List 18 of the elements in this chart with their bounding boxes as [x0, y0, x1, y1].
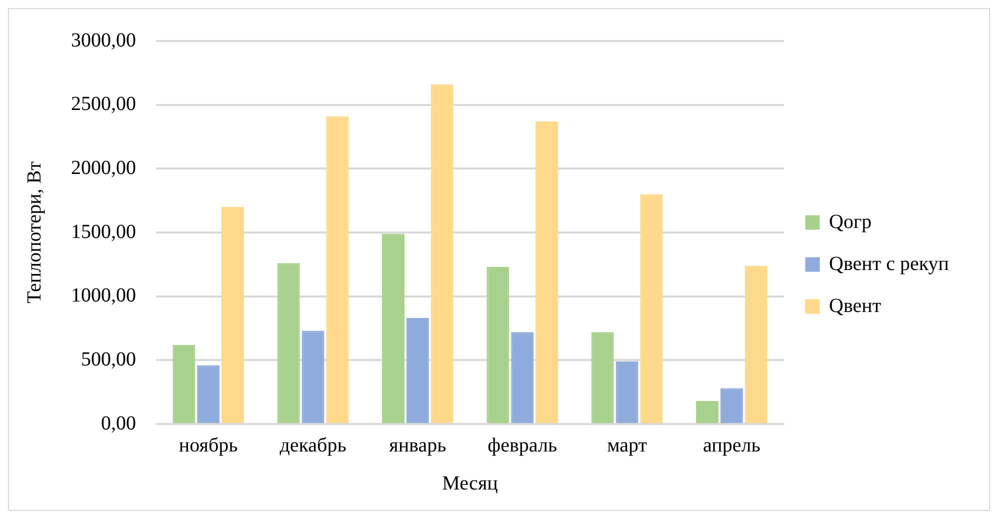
y-tick-label: 1000,00	[71, 284, 136, 307]
x-tick-label: март	[607, 434, 648, 456]
y-tick-label: 0,00	[101, 412, 136, 434]
x-tick-label: ноябрь	[178, 434, 238, 456]
y-tick-label: 3000,00	[71, 29, 136, 52]
y-axis-title: Теплопотери, Вт	[23, 161, 46, 304]
legend-label: Qвент	[829, 294, 882, 317]
x-axis-title: Месяц	[442, 472, 498, 494]
x-tick-label: февраль	[488, 434, 558, 456]
legend-label: Qвент с рекуп	[829, 252, 950, 275]
y-tick-label: 2500,00	[71, 93, 136, 116]
x-tick-label: январь	[389, 434, 446, 456]
x-tick-label: декабрь	[280, 434, 346, 456]
x-tick-label: апрель	[703, 434, 760, 456]
y-tick-label: 1500,00	[71, 220, 136, 243]
y-tick-label: 500,00	[81, 348, 136, 370]
legend-label: Qогр	[829, 210, 872, 233]
y-tick-label: 2000,00	[71, 156, 136, 179]
